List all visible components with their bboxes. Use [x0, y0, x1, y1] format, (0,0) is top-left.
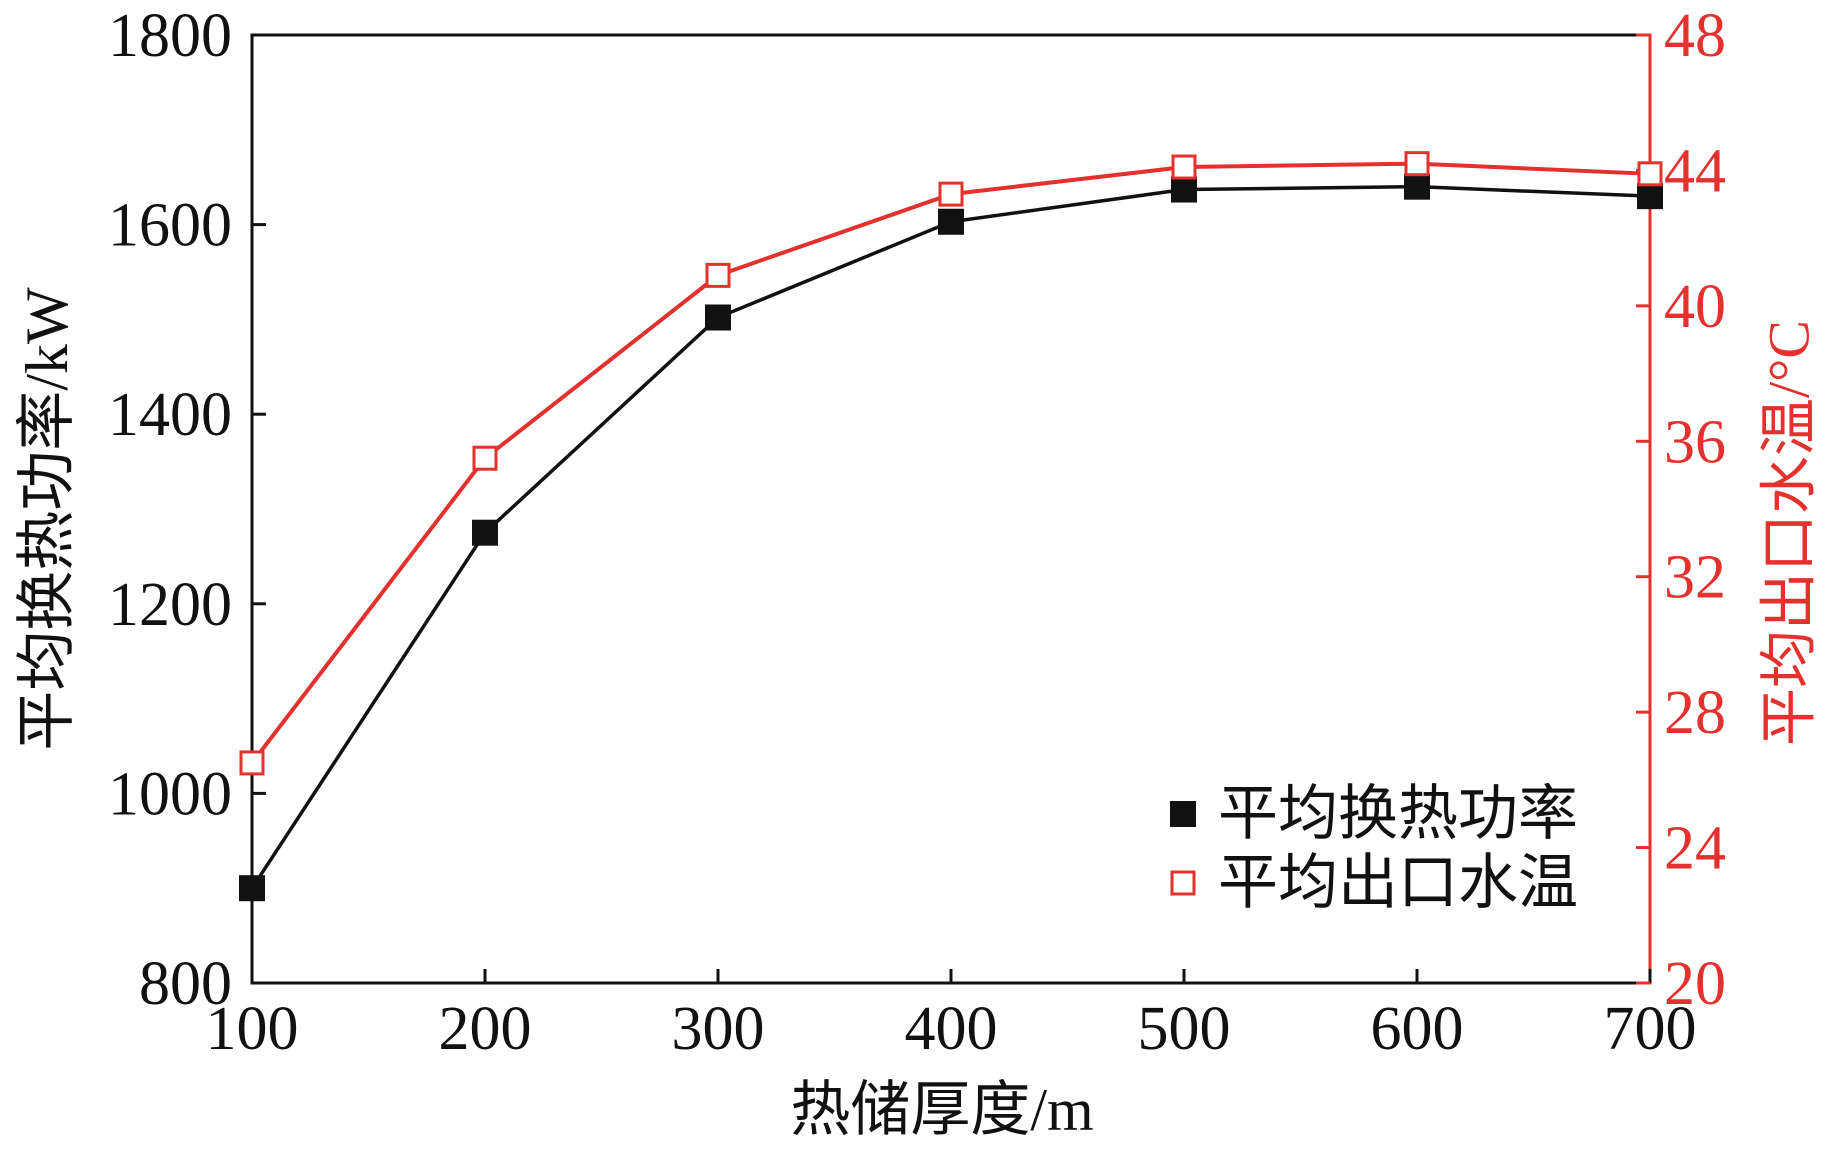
- x-tick-label: 300: [672, 995, 765, 1063]
- legend-item-heat-power: 平均换热功率: [1170, 781, 1578, 847]
- y-tick-label-right: 48: [1664, 2, 1726, 70]
- y-tick-label-left: 1800: [108, 2, 232, 70]
- data-point-heat-power: [472, 519, 498, 546]
- x-axis-title: 热储厚度/m: [790, 1077, 1093, 1143]
- x-tick-label: 400: [905, 995, 998, 1063]
- y-tick-label-right: 44: [1664, 137, 1726, 205]
- data-point-outlet-temperature: [1171, 154, 1197, 180]
- x-tick-label: 600: [1371, 995, 1464, 1063]
- data-point-heat-power: [1404, 173, 1430, 200]
- y-tick-label-right: 28: [1664, 679, 1726, 747]
- y-tick-label-right: 40: [1664, 273, 1726, 341]
- x-tick-label: 100: [206, 995, 299, 1063]
- x-tick-label: 200: [439, 995, 532, 1063]
- data-point-outlet-temperature: [1404, 151, 1430, 177]
- legend: 平均换热功率 平均出口水温: [1170, 781, 1578, 916]
- y-tick-label-right: 32: [1664, 544, 1726, 612]
- axis-ticks: 100 200 300 400 500 600 700 800 1000 1200 1400 1600…: [108, 2, 1726, 1063]
- data-point-heat-power: [239, 875, 265, 902]
- y-tick-label-right: 20: [1664, 950, 1726, 1018]
- y-tick-label-left: 1400: [108, 381, 232, 449]
- legend-label-outlet-temperature: 平均出口水温: [1218, 850, 1578, 916]
- y-tick-label-right: 24: [1664, 815, 1726, 883]
- y-axis-title-left: 平均换热功率/kW: [14, 287, 80, 751]
- data-point-outlet-temperature: [705, 262, 731, 288]
- y-tick-label-left: 800: [139, 950, 232, 1018]
- data-point-outlet-temperature: [239, 750, 265, 776]
- data-point-outlet-temperature: [1637, 161, 1663, 187]
- legend-label-heat-power: 平均换热功率: [1218, 781, 1578, 847]
- y-tick-label-right: 36: [1664, 408, 1726, 476]
- legend-open-square-icon: [1170, 870, 1196, 896]
- data-point-heat-power: [1637, 183, 1663, 210]
- x-tick-label: 500: [1138, 995, 1231, 1063]
- legend-filled-square-icon: [1170, 801, 1196, 827]
- data-point-outlet-temperature: [472, 445, 498, 471]
- series-markers: [239, 151, 1663, 902]
- data-point-outlet-temperature: [938, 181, 964, 207]
- legend-item-outlet-temperature: 平均出口水温: [1170, 850, 1578, 916]
- y-tick-label-left: 1600: [108, 192, 232, 260]
- data-point-heat-power: [705, 304, 731, 331]
- y-tick-label-left: 1200: [108, 571, 232, 639]
- data-point-heat-power: [938, 208, 964, 235]
- x-tick-label: 700: [1604, 995, 1697, 1063]
- y-axis-title-right: 平均出口水温/°C: [1757, 320, 1821, 746]
- data-point-heat-power: [1171, 176, 1197, 203]
- y-tick-label-left: 1000: [108, 760, 232, 828]
